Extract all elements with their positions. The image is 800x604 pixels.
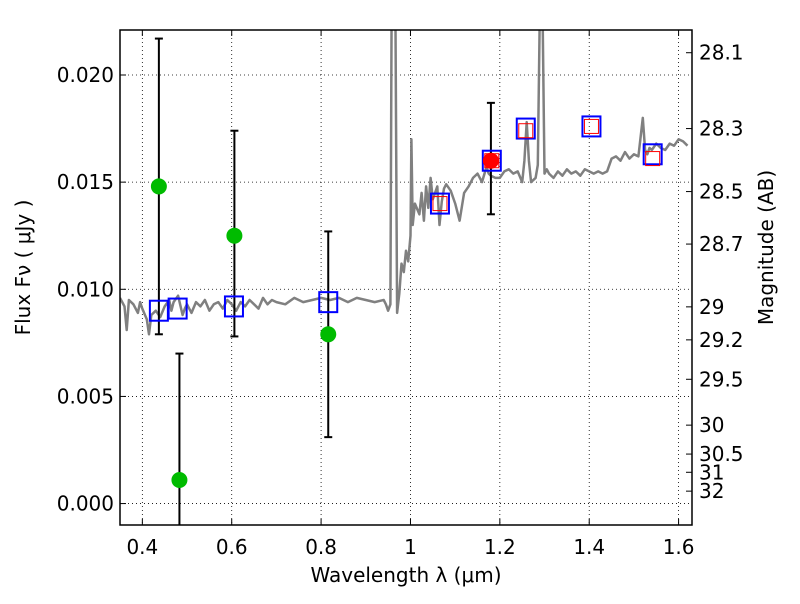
mag-tick-label: 28.7: [699, 232, 744, 256]
mag-tick-label: 31: [699, 460, 724, 484]
x-tick-label: 0.4: [126, 535, 158, 559]
model-square-small: [432, 196, 448, 212]
x-axis-label: Wavelength λ (μm): [310, 563, 501, 587]
x-tick-label: 0.8: [305, 535, 337, 559]
mag-tick-label: 29: [699, 295, 724, 319]
y-tick-label: 0.000: [57, 492, 114, 516]
y-tick-label: 0.010: [57, 277, 114, 301]
model-square-small: [583, 118, 599, 134]
x-tick-label: 0.6: [216, 535, 248, 559]
data-point: [320, 326, 337, 343]
model-square: [581, 115, 602, 138]
mag-tick-label: 30: [699, 413, 724, 437]
axes-frame: [119, 29, 693, 526]
mag-tick-label: 28.1: [699, 41, 744, 65]
x-tick-label: 1.6: [663, 535, 695, 559]
plot-area: [120, 30, 689, 525]
mag-tick-label: 28.5: [699, 180, 744, 204]
y-tick-label: 0.015: [57, 170, 114, 194]
mag-tick-label: 29.2: [699, 328, 744, 352]
x-tick-label: 1.2: [484, 535, 516, 559]
grid: [120, 30, 692, 525]
model-square: [223, 295, 244, 318]
data-point: [171, 472, 188, 488]
mag-tick-label: 32: [699, 479, 724, 503]
data-point: [226, 227, 243, 244]
model-square: [481, 149, 502, 172]
x-tick-label: 1: [404, 535, 417, 559]
x-tick-label: 1.4: [573, 535, 605, 559]
model-square: [642, 143, 663, 166]
mag-tick-label: 30.5: [699, 442, 744, 466]
model-square: [318, 291, 339, 314]
model-square: [167, 297, 188, 320]
y2-axis-label: Magnitude (AB): [754, 170, 778, 325]
model-square-small: [645, 151, 661, 167]
mag-tick-label: 29.5: [699, 367, 744, 391]
y-tick-label: 0.005: [57, 384, 114, 408]
data-point: [150, 178, 167, 195]
ticks: 0.4 0.6 0.8 1 1.2 1.4 1.6 0.000 0.005 0.010 0.015 0…: [57, 30, 744, 559]
spectrum-line: [120, 30, 689, 336]
y-tick-label: 0.020: [57, 63, 114, 87]
model-square: [515, 117, 536, 140]
y-axis-label: Flux Fν ( μJy ): [11, 200, 35, 336]
model-square: [429, 192, 450, 215]
mag-tick-label: 28.3: [699, 117, 744, 141]
data-point: [482, 152, 499, 169]
model-square-small: [518, 123, 534, 139]
